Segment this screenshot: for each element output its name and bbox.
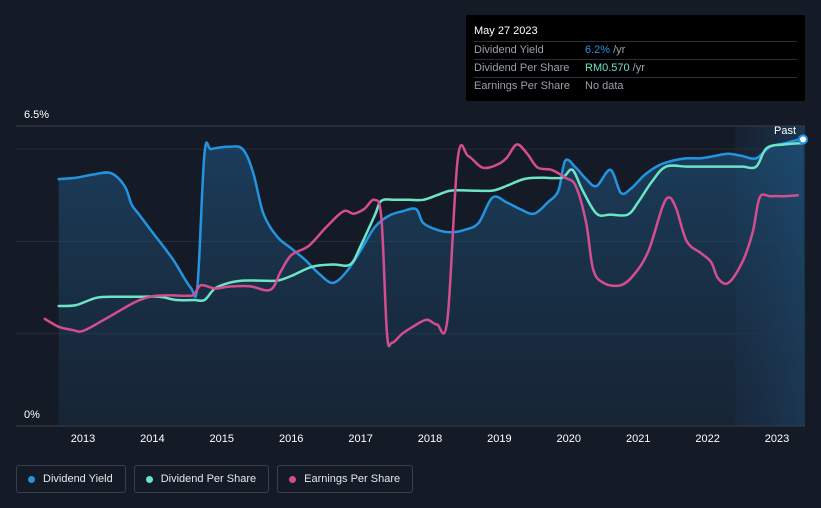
legend-item-earnings-per-share[interactable]: Earnings Per Share	[277, 465, 414, 493]
y-axis-bottom-label: 0%	[24, 409, 40, 421]
x-tick-label: 2021	[626, 433, 650, 445]
past-label: Past	[774, 125, 796, 137]
tooltip-label: Dividend Yield	[474, 44, 544, 56]
x-tick-label: 2016	[279, 433, 303, 445]
legend-item-dividend-yield[interactable]: Dividend Yield	[16, 465, 126, 493]
tooltip-row-earnings-per-share: Earnings Per Share No data	[474, 77, 797, 95]
tooltip-unit: /yr	[632, 62, 645, 74]
y-axis-top-label: 6.5%	[24, 109, 49, 121]
dividend-per-share-line	[57, 141, 805, 308]
legend-item-dividend-per-share[interactable]: Dividend Per Share	[133, 465, 270, 493]
earnings-per-share-dot-icon	[289, 475, 297, 483]
tooltip-label: Earnings Per Share	[474, 80, 570, 92]
x-tick-label: 2019	[487, 433, 511, 445]
x-tick-label: 2023	[765, 433, 789, 445]
current-value-dot	[798, 134, 808, 145]
dividend-chart: 6.5% 0% Past 2013 2014 2015 2016 2017 2018 201…	[16, 109, 808, 445]
x-tick-label: 2015	[210, 433, 234, 445]
tooltip: May 27 2023 Dividend Yield 6.2% /yr Divi…	[466, 15, 805, 101]
x-tick-label: 2018	[418, 433, 442, 445]
x-tick-label: 2022	[695, 433, 719, 445]
x-axis: 2013 2014 2015 2016 2017 2018 2019 2020 2021 2022…	[71, 433, 789, 445]
tooltip-row-dividend-per-share: Dividend Per Share RM0.570 /yr	[474, 59, 797, 77]
legend-label: Dividend Per Share	[160, 473, 257, 485]
x-tick-label: 2020	[557, 433, 581, 445]
x-tick-label: 2013	[71, 433, 95, 445]
tooltip-value: No data	[585, 80, 624, 92]
earnings-per-share-line	[43, 143, 800, 348]
tooltip-value: RM0.570	[585, 62, 630, 74]
dividend-yield-line	[57, 138, 805, 299]
dividend-yield-area	[58, 139, 804, 426]
x-tick-label: 2017	[348, 433, 372, 445]
dividend-per-share-dot-icon	[145, 475, 153, 483]
tooltip-label: Dividend Per Share	[474, 62, 570, 74]
tooltip-value: 6.2%	[585, 44, 611, 56]
tooltip-unit: /yr	[613, 44, 626, 56]
x-tick-label: 2014	[140, 433, 164, 445]
legend-label: Earnings Per Share	[304, 473, 401, 485]
dividend-yield-dot-icon	[28, 475, 35, 483]
tooltip-date: May 27 2023	[474, 25, 538, 37]
legend-label: Dividend Yield	[43, 473, 113, 485]
legend: Dividend Yield Dividend Per Share Earnin…	[16, 465, 414, 493]
tooltip-row-dividend-yield: Dividend Yield 6.2% /yr	[474, 41, 797, 59]
